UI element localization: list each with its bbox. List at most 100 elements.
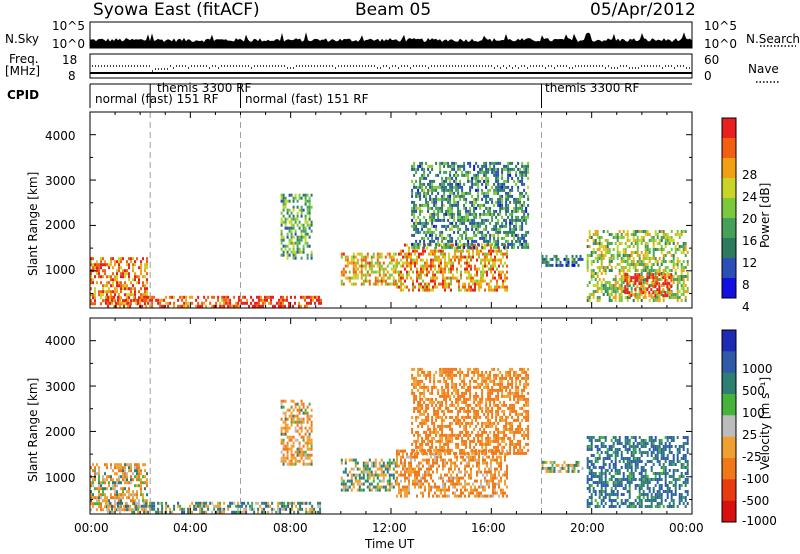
power-echo-cell [559, 260, 562, 264]
velocity-echo-cell [380, 464, 383, 468]
power-echo-cell [479, 206, 482, 210]
power-echo-cell [400, 252, 402, 256]
nsky-tick-low: 10^0 [52, 37, 85, 51]
power-echo-cell [586, 254, 589, 257]
velocity-echo-cell [400, 455, 402, 459]
power-echo-cell [676, 278, 679, 281]
power-echo-cell [465, 215, 468, 219]
velocity-echo-cell [472, 458, 474, 462]
velocity-echo-cell [500, 491, 502, 495]
velocity-echo-cell [134, 499, 136, 503]
power-echo-cell [144, 275, 146, 279]
power-echo-cell [465, 242, 468, 246]
velocity-echo-cell [251, 507, 254, 511]
velocity-echo-cell [134, 493, 136, 497]
power-echo-cell [493, 182, 496, 186]
power-echo-cell [485, 164, 488, 168]
power-echo-cell [462, 255, 464, 259]
velocity-echo-cell [138, 472, 140, 476]
power-echo-cell [644, 269, 647, 272]
velocity-echo-cell [165, 510, 168, 514]
velocity-echo-cell [445, 442, 448, 446]
velocity-echo-cell [368, 485, 371, 489]
power-echo-cell [360, 270, 363, 274]
power-echo-cell [142, 281, 144, 285]
power-echo-cell [658, 285, 661, 289]
velocity-echo-cell [444, 473, 446, 477]
velocity-echo-cell [283, 507, 286, 511]
power-echo-cell [506, 270, 508, 274]
power-echo-cell [451, 176, 454, 180]
power-echo-cell [628, 278, 631, 281]
power-echo-cell [628, 263, 631, 266]
power-echo-cell [498, 285, 500, 289]
nsearch-tick-low: 10^0 [704, 37, 737, 51]
power-echo-cell [282, 244, 285, 248]
velocity-echo-cell [466, 455, 468, 459]
power-echo-cell [666, 233, 669, 236]
velocity-echo-cell [271, 507, 274, 511]
power-echo-cell [527, 212, 530, 216]
power-echo-cell [444, 279, 446, 283]
velocity-echo-cell [444, 452, 446, 456]
velocity-echo-cell [450, 479, 452, 483]
velocity-echo-cell [100, 493, 102, 497]
power-echo-cell [620, 275, 623, 278]
velocity-echo-cell [378, 464, 381, 468]
power-echo-cell [139, 301, 142, 305]
power-echo-cell [668, 236, 671, 239]
velocity-echo-cell [114, 472, 116, 476]
power-echo-cell [165, 301, 168, 305]
power-echo-cell [491, 197, 494, 201]
velocity-echo-cell [120, 508, 122, 512]
velocity-echo-cell [431, 400, 434, 404]
power-echo-cell [594, 257, 597, 260]
power-echo-cell [213, 304, 216, 308]
power-echo-cell [270, 295, 272, 299]
velocity-echo-cell [267, 501, 270, 505]
velocity-echo-cell [384, 467, 387, 471]
power-echo-cell [136, 275, 138, 279]
power-echo-cell [348, 270, 351, 274]
power-echo-cell [248, 304, 250, 308]
power-echo-cell [654, 233, 657, 236]
power-echo-cell [456, 270, 458, 274]
velocity-echo-cell [285, 504, 288, 508]
velocity-echo-cell [362, 476, 365, 480]
velocity-echo-cell [419, 409, 422, 413]
power-echo-cell [370, 267, 373, 271]
velocity-echo-cell [310, 414, 313, 418]
power-echo-cell [411, 245, 414, 249]
power-echo-cell [636, 299, 639, 302]
power-echo-cell [432, 264, 434, 268]
power-echo-cell [308, 202, 311, 206]
power-echo-cell [485, 236, 488, 240]
power-echo-cell [588, 233, 591, 236]
power-echo-cell [398, 276, 400, 280]
power-echo-cell [475, 224, 478, 228]
power-echo-cell [656, 263, 659, 266]
power-echo-cell [459, 167, 462, 171]
velocity-echo-cell [494, 491, 496, 495]
power-echo-cell [370, 261, 373, 265]
power-echo-cell [646, 279, 649, 283]
power-echo-cell [628, 291, 631, 295]
velocity-echo-cell [415, 442, 418, 446]
power-echo-cell [256, 301, 258, 305]
power-echo-cell [634, 273, 637, 277]
power-echo-cell [493, 167, 496, 171]
power-echo-cell [159, 304, 162, 308]
power-echo-cell [668, 282, 671, 286]
power-echo-cell [231, 304, 234, 308]
nave-tick-low: 0 [704, 69, 712, 83]
velocity-echo-cell [306, 441, 309, 445]
power-echo-cell [227, 295, 230, 299]
velocity-echo-cell [427, 418, 430, 422]
power-echo-cell [468, 270, 470, 274]
power-echo-cell [450, 279, 452, 283]
velocity-echo-cell [130, 469, 132, 473]
power-echo-cell [435, 227, 438, 231]
power-echo-cell [372, 255, 375, 259]
velocity-echo-cell [390, 482, 393, 486]
power-echo-cell [380, 252, 383, 256]
